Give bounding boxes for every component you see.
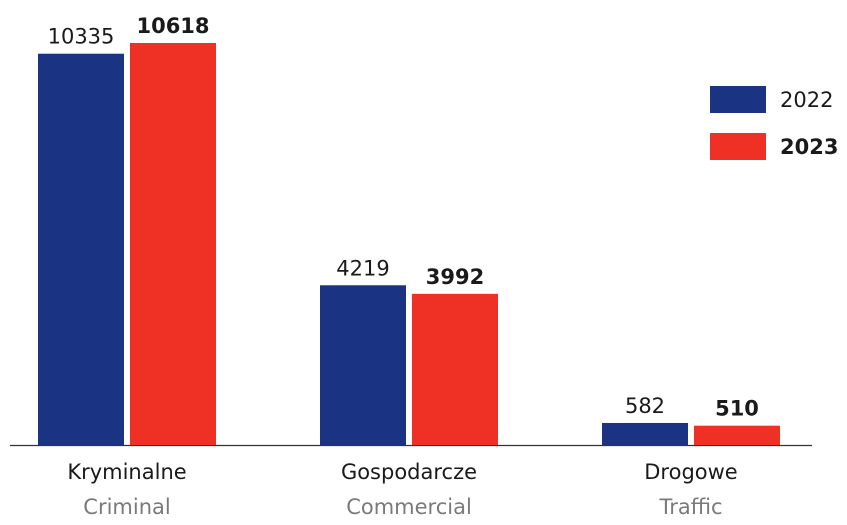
bar	[320, 285, 406, 445]
category-translation: Criminal	[83, 495, 170, 519]
value-label: 10335	[48, 25, 115, 49]
value-label: 10618	[136, 14, 209, 38]
bar	[130, 43, 216, 445]
legend-swatch	[710, 133, 766, 160]
category-label: Drogowe	[644, 460, 737, 484]
bar	[694, 425, 780, 445]
category-label: Kryminalne	[67, 460, 186, 484]
category-translation: Commercial	[346, 495, 472, 519]
bar	[602, 422, 688, 445]
category-translation: Traffic	[658, 495, 722, 519]
category-label: Gospodarcze	[341, 460, 477, 484]
value-label: 3992	[426, 265, 484, 289]
legend-label: 2023	[780, 135, 838, 159]
value-label: 4219	[336, 256, 389, 280]
legend-swatch	[710, 86, 766, 113]
bar	[412, 293, 498, 445]
value-label: 582	[625, 394, 665, 418]
value-label: 510	[715, 397, 759, 421]
legend-label: 2022	[780, 88, 833, 112]
bar	[38, 53, 124, 445]
